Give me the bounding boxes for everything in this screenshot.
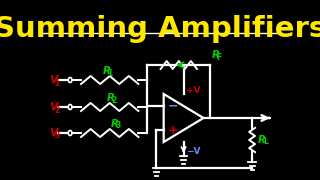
Text: 1: 1 bbox=[107, 69, 112, 78]
Text: V: V bbox=[50, 128, 58, 138]
Text: R: R bbox=[107, 93, 115, 103]
Text: R: R bbox=[111, 119, 119, 129]
Text: +V: +V bbox=[186, 86, 200, 94]
Text: R: R bbox=[212, 50, 220, 60]
Text: F: F bbox=[217, 53, 222, 62]
Text: +: + bbox=[168, 123, 179, 136]
Text: 2: 2 bbox=[55, 105, 60, 114]
Text: 1: 1 bbox=[55, 78, 60, 87]
Text: −V: −V bbox=[186, 147, 200, 156]
Text: 3: 3 bbox=[55, 132, 60, 141]
Text: V: V bbox=[50, 75, 58, 85]
Text: −: − bbox=[168, 100, 179, 112]
Text: R: R bbox=[258, 135, 266, 145]
Text: R: R bbox=[102, 66, 110, 76]
Text: L: L bbox=[263, 138, 268, 147]
Text: Summing Amplifiers: Summing Amplifiers bbox=[0, 15, 320, 43]
Text: 2: 2 bbox=[111, 96, 116, 105]
Text: V: V bbox=[50, 102, 58, 112]
Text: 3: 3 bbox=[116, 122, 121, 130]
